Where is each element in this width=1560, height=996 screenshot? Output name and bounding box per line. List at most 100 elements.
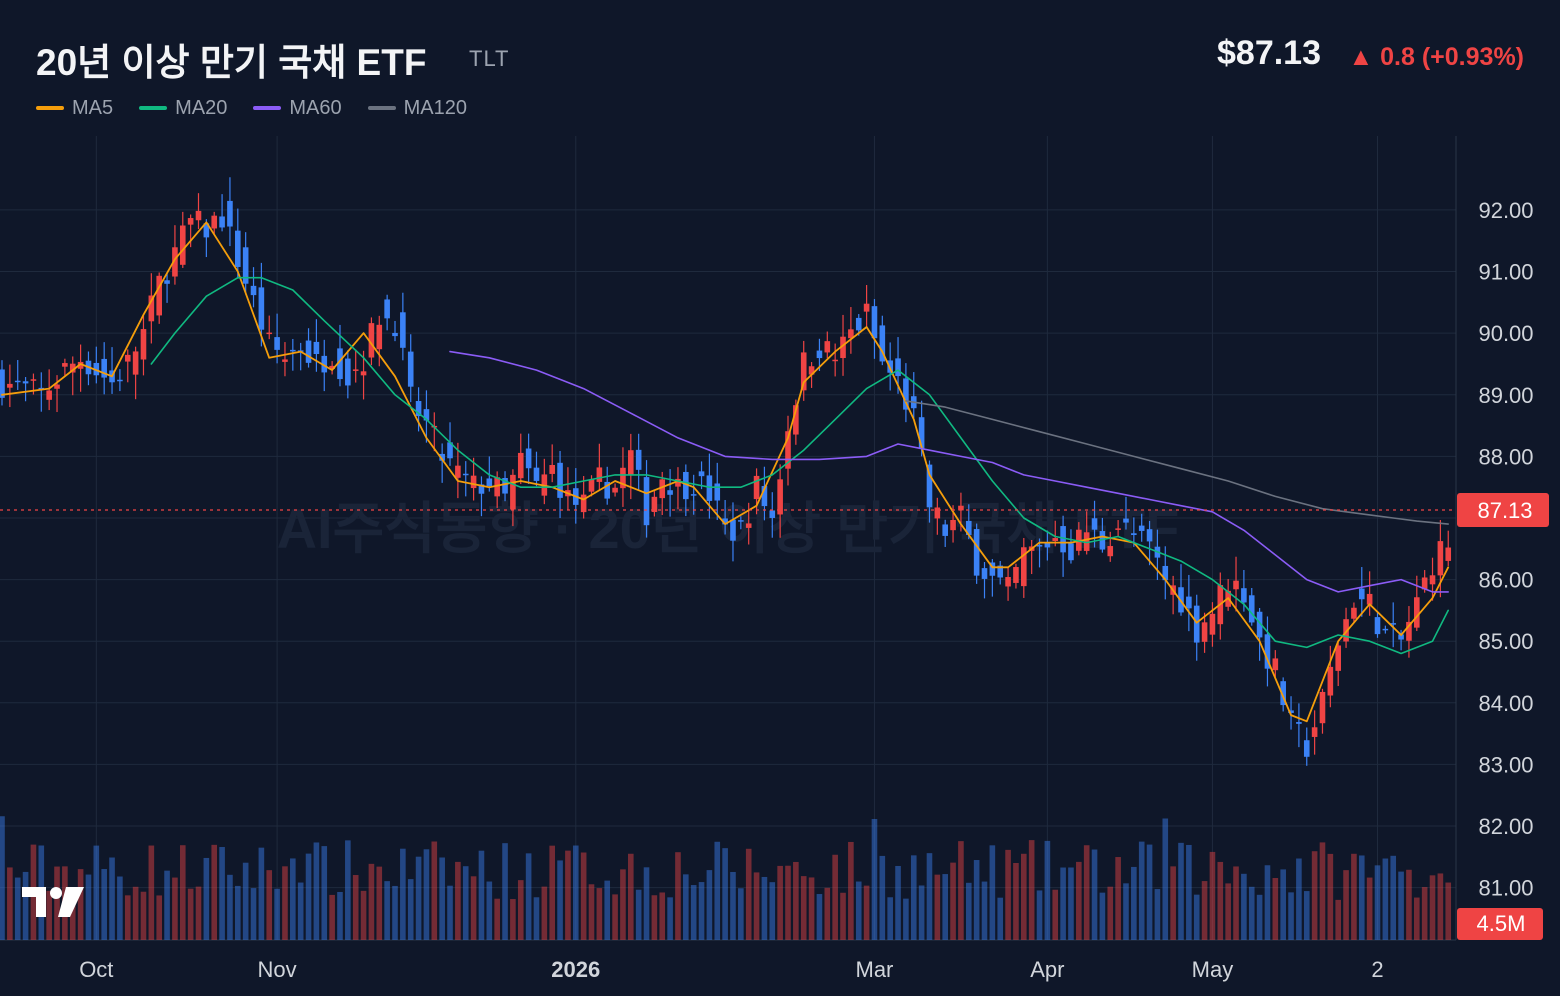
legend-item-ma5[interactable]: MA5 <box>36 93 113 123</box>
candle-body <box>745 523 752 528</box>
volume-bar <box>156 895 162 940</box>
candle-body <box>195 210 202 221</box>
volume-bar <box>690 885 697 940</box>
candle-body <box>117 379 123 382</box>
candle-body <box>439 453 445 461</box>
candle-body <box>1123 518 1129 523</box>
volume-bar <box>769 882 776 940</box>
candle-body <box>714 483 721 501</box>
volume-bar <box>1280 869 1286 940</box>
volume-bar <box>895 865 901 940</box>
volume-bar <box>667 897 673 940</box>
candle-body <box>738 520 744 522</box>
volume-bar <box>478 850 485 940</box>
volume-bar <box>620 869 626 940</box>
candle-body <box>934 507 941 519</box>
tradingview-logo-icon[interactable] <box>22 887 84 917</box>
legend-swatch <box>36 106 64 110</box>
candle-body <box>282 359 288 362</box>
volume-bar <box>242 862 249 940</box>
candle-body <box>942 524 948 536</box>
volume-bar <box>1028 840 1035 940</box>
candle-body <box>101 358 107 378</box>
candle-body <box>462 473 469 476</box>
volume-bar <box>46 890 52 940</box>
candle-body <box>274 337 280 350</box>
candle-body <box>1193 605 1200 643</box>
candle-body <box>290 349 296 352</box>
volume-bar <box>612 894 618 940</box>
volume-bar <box>840 892 846 940</box>
candle-body <box>1138 525 1145 531</box>
volume-bar <box>958 841 964 940</box>
candle-body <box>580 494 587 513</box>
volume-bar <box>470 876 477 940</box>
candle-body <box>1131 533 1137 536</box>
candle-body <box>1091 518 1098 530</box>
candle-body <box>675 478 681 487</box>
volume-bar <box>172 877 178 940</box>
candle-body <box>958 505 964 511</box>
candle-body <box>1248 595 1255 623</box>
candle-body <box>690 494 697 496</box>
volume-bar <box>1272 878 1279 940</box>
legend-item-ma20[interactable]: MA20 <box>139 93 227 123</box>
volume-bar <box>132 886 139 940</box>
volume-bar <box>7 867 13 940</box>
volume-bar <box>557 860 563 940</box>
ticker-symbol: TLT <box>469 46 510 71</box>
candle-body <box>352 369 359 371</box>
volume-bar <box>730 871 736 940</box>
volume-bar <box>879 855 886 940</box>
volume-bar <box>918 885 925 940</box>
legend-item-ma120[interactable]: MA120 <box>367 93 467 123</box>
volume-bar <box>1013 862 1019 940</box>
candle-body <box>698 471 705 477</box>
volume-bar <box>1343 870 1349 940</box>
volume-bar <box>1398 871 1404 940</box>
candle-body <box>0 369 5 398</box>
volume-bar <box>140 891 147 940</box>
volume-bar <box>392 885 398 940</box>
volume-bar <box>54 866 60 940</box>
candle-body <box>211 215 218 229</box>
volume-bar <box>1068 867 1074 940</box>
volume-bar <box>1099 892 1106 940</box>
volume-bar <box>1209 851 1216 940</box>
volume-bar <box>415 856 422 940</box>
candle-body <box>1319 691 1326 724</box>
candle-body <box>156 275 162 316</box>
volume-bar <box>1162 818 1169 940</box>
candle-body <box>612 487 618 493</box>
candle-body <box>1186 596 1192 609</box>
volume-bar <box>541 886 548 940</box>
candle-body <box>227 200 233 227</box>
candle-body <box>1390 623 1397 625</box>
candle-body <box>1445 547 1452 561</box>
candle-body <box>510 474 516 510</box>
legend-swatch <box>253 106 282 110</box>
candle-body <box>1327 666 1334 696</box>
volume-bar <box>486 881 493 940</box>
candle-body <box>30 379 37 381</box>
candle-body <box>1358 588 1365 600</box>
volume-bar <box>1186 844 1192 940</box>
candle-body <box>164 280 170 284</box>
volume-bar <box>195 886 202 940</box>
ma120-line <box>905 400 1449 525</box>
candle-body <box>1437 541 1444 576</box>
volume-bar <box>1021 853 1027 940</box>
ma-legend: MA5 MA20 MA60 MA120 <box>36 93 493 123</box>
last-price: $87.13 <box>1217 34 1321 72</box>
price-change: ▲ 0.8 (+0.93%) <box>1348 43 1524 71</box>
candle-body <box>447 442 453 459</box>
volume-bar <box>1421 887 1428 940</box>
candle-body <box>219 216 225 228</box>
volume-bar <box>266 870 273 940</box>
volume-bar <box>227 874 233 940</box>
volume-bar <box>675 852 681 940</box>
volume-bar <box>745 848 752 940</box>
legend-item-ma60[interactable]: MA60 <box>253 93 342 123</box>
volume-bar <box>1076 861 1082 940</box>
